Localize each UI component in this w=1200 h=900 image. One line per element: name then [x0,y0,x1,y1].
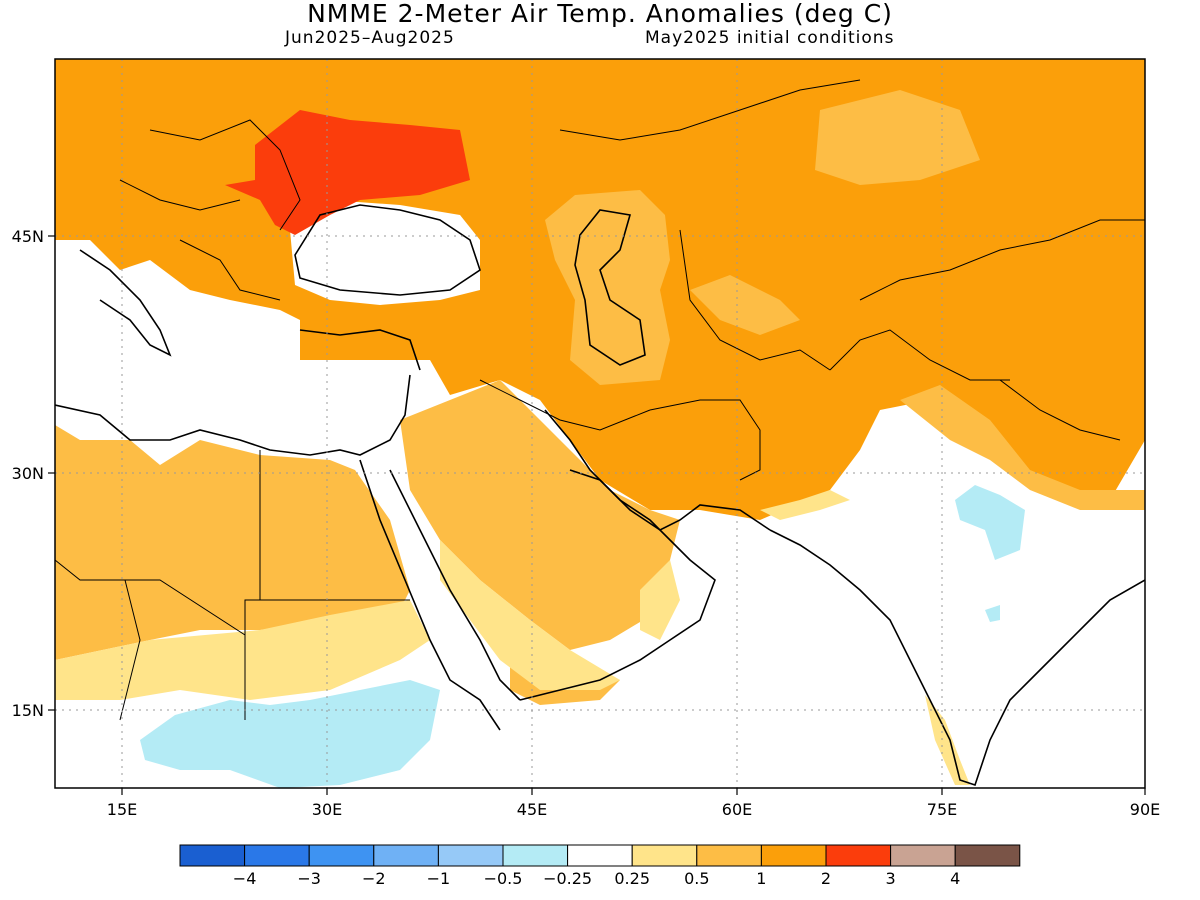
coast-italy [79,249,172,357]
field-india-cool [955,485,1025,560]
field-central-asia-mild [815,90,980,185]
field-himalaya [900,385,1145,510]
lon-label-15e: 15E [107,800,137,819]
lon-label-45e: 45E [517,800,547,819]
colorbar-label: 2 [821,869,831,888]
field-mediterranean [55,240,410,460]
lon-label-60e: 60E [722,800,752,819]
lon-label-75e: 75E [927,800,957,819]
coast-north-africa [55,374,411,456]
colorbar-swatch [179,844,246,867]
forecast-period: Jun2025–Aug2025 [285,28,455,48]
field-sahel-light [55,600,430,700]
field-arabia-light [440,540,620,690]
field-black-sea [290,200,480,305]
colorbar-label: −3 [297,869,321,888]
lat-label-45n: 45N [12,227,44,246]
field-india-cool-small [985,605,1000,622]
colorbar-swatch [954,844,1021,867]
coast-india [769,529,1145,787]
colorbar-label: −0.25 [543,869,592,888]
colorbar-swatches [179,844,1021,867]
colorbar-swatch [308,844,375,867]
coast-black-sea [294,204,481,296]
colorbar-label: 0.25 [614,869,650,888]
colorbar-label: 0.5 [684,869,709,888]
colorbar-label: 1 [756,869,766,888]
field-india-north-light [760,490,850,520]
colorbar-swatch [890,844,956,867]
colorbar-swatch [373,844,439,867]
field-sahel-cool [140,680,440,788]
field-arabia [400,380,680,650]
colorbar: −4 −3 −2 −1 −0.5 −0.25 0.25 0.5 1 2 3 4 [179,844,1021,888]
colorbar-label: 3 [886,869,896,888]
colorbar-swatch [631,844,698,867]
coastlines [55,204,1145,787]
colorbar-label: −0.5 [484,869,523,888]
colorbar-label: −4 [233,869,257,888]
field-iran-mild [690,275,800,335]
map-title: NMME 2-Meter Air Temp. Anomalies (deg C) [307,0,893,28]
lat-label-30n: 30N [12,464,44,483]
coast-arabia [519,409,716,701]
field-hot-ukraine [225,110,470,235]
colorbar-swatch [502,844,569,867]
colorbar-label: 4 [950,869,960,888]
lon-label-30e: 30E [312,800,342,819]
colorbar-label: −1 [427,869,451,888]
axis-ticks [48,235,1146,795]
anomaly-fields [55,59,1145,788]
colorbar-swatch [825,844,892,867]
initial-conditions: May2025 initial conditions [645,28,895,48]
field-oman-light [640,560,680,640]
colorbar-labels: −4 −3 −2 −1 −0.5 −0.25 0.25 0.5 1 2 3 4 [233,869,960,888]
lon-label-90e: 90E [1130,800,1160,819]
coast-caspian [574,209,646,366]
field-caspian-fringe [545,190,670,385]
coast-red-sea-east [389,469,521,701]
colorbar-swatch [244,844,310,867]
map-frame [54,58,1146,789]
field-india-sw-light [925,695,970,785]
colorbar-label: −2 [362,869,386,888]
colorbar-swatch [567,844,633,867]
coast-red-sea-west [359,459,501,731]
colorbar-swatch [437,844,504,867]
colorbar-swatch [696,844,762,867]
coast-gulf [569,469,771,531]
graticule [55,59,1145,788]
lat-label-15n: 15N [12,701,44,720]
borders [55,79,1145,721]
field-north-africa [55,425,410,660]
colorbar-swatch [760,844,827,867]
